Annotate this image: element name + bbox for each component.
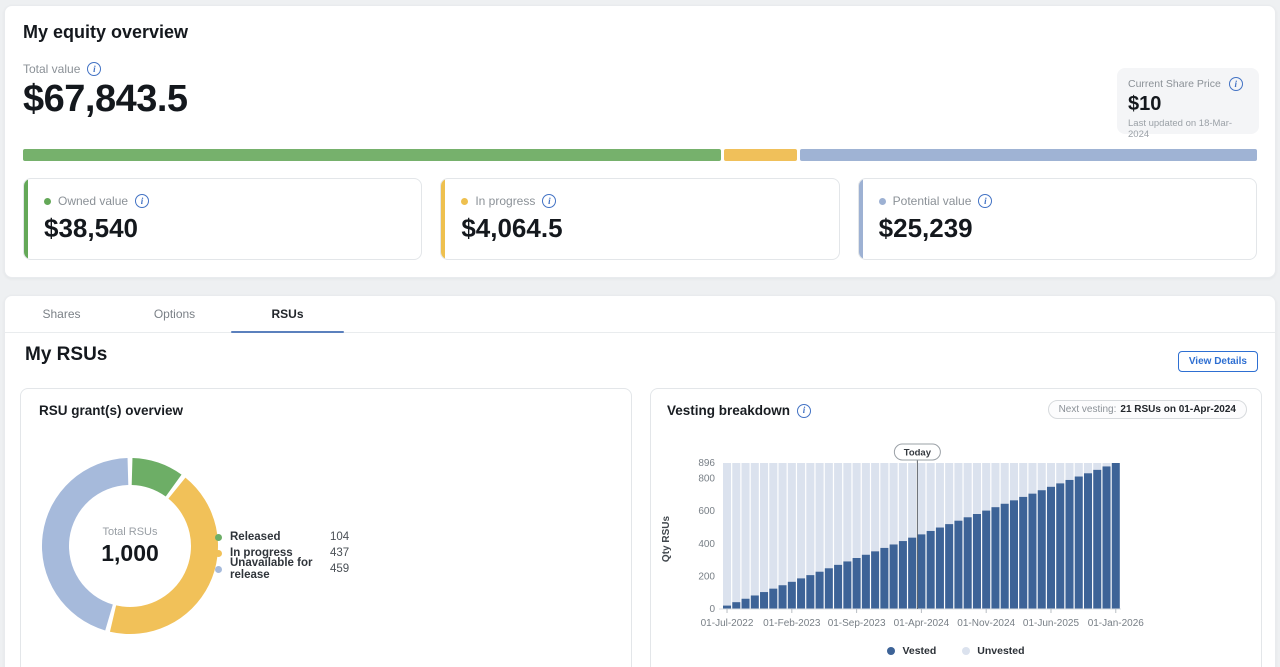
potential-value-label: Potential value bbox=[892, 194, 972, 208]
legend-label-unavailable: Unavailable for release bbox=[230, 557, 313, 581]
svg-text:01-Apr-2024: 01-Apr-2024 bbox=[894, 618, 950, 629]
equity-overview-title: My equity overview bbox=[23, 22, 189, 42]
svg-text:0: 0 bbox=[709, 604, 715, 615]
vesting-legend-dot bbox=[887, 647, 896, 655]
info-icon[interactable]: i bbox=[797, 403, 812, 418]
owned-value-dot bbox=[44, 197, 51, 205]
card-accent bbox=[858, 179, 863, 259]
vesting-breakdown-card: Vesting breakdown i Next vesting: 21 RSU… bbox=[650, 388, 1262, 667]
view-details-button[interactable]: View Details bbox=[1177, 351, 1258, 372]
equity-overview-panel: My equity overview Total value i $67,843… bbox=[4, 5, 1276, 278]
info-icon[interactable]: i bbox=[978, 194, 993, 208]
grant-legend-dot bbox=[215, 549, 222, 557]
svg-text:01-Jul-2022: 01-Jul-2022 bbox=[701, 618, 754, 629]
info-icon[interactable]: i bbox=[1228, 77, 1243, 91]
grant-legend-dot bbox=[215, 565, 222, 573]
grant-legend-dot bbox=[215, 533, 222, 541]
equity-card: Owned value i $38,540 bbox=[23, 178, 423, 260]
share-price-value: $10 bbox=[1128, 93, 1162, 115]
next-vesting-badge: Next vesting: 21 RSUs on 01-Apr-2024 bbox=[1047, 400, 1247, 419]
next-vesting-value: 21 RSUs on 01-Apr-2024 bbox=[1120, 404, 1236, 415]
in-progress-dot bbox=[461, 197, 469, 205]
vesting-bar-chart: 0 200 400 600 800 896 01-Jul-2022 01-Feb-2023 01… bbox=[661, 443, 1145, 629]
total-value-label: Total value bbox=[23, 62, 81, 76]
legend-label-vested: Vested bbox=[902, 645, 937, 657]
grant-legend: Released 104 In progress 437 Unavailable… bbox=[215, 529, 350, 581]
legend-value-released: 104 bbox=[330, 531, 350, 543]
tab-rsus[interactable]: RSUs bbox=[231, 296, 344, 333]
svg-text:Qty RSUs: Qty RSUs bbox=[661, 516, 672, 563]
tab-options[interactable]: Options bbox=[153, 307, 196, 321]
legend-label-unvested: Unvested bbox=[977, 645, 1025, 657]
legend-row: Released 104 bbox=[215, 529, 349, 545]
legend-item-vested: Vested bbox=[887, 645, 936, 657]
vesting-legend-dot bbox=[962, 647, 971, 655]
rsus-section-title: My RSUs bbox=[25, 344, 108, 365]
share-price-label-row: Current Share Price i bbox=[1128, 77, 1248, 91]
tab-shares[interactable]: Shares bbox=[42, 307, 81, 321]
owned-value-label: Owned value bbox=[58, 194, 129, 208]
svg-text:01-Nov-2024: 01-Nov-2024 bbox=[957, 618, 1015, 629]
equity-cards-row: Owned value i $38,540 In progress i $4,0… bbox=[23, 178, 1257, 260]
equity-card: Potential value i $25,239 bbox=[857, 178, 1257, 260]
svg-text:400: 400 bbox=[698, 539, 715, 550]
total-value: $67,843.5 bbox=[23, 78, 188, 120]
value-distribution-bar bbox=[23, 149, 1257, 161]
owned-value: $38,540 bbox=[44, 213, 138, 243]
svg-text:01-Jun-2025: 01-Jun-2025 bbox=[1023, 618, 1080, 629]
legend-label-released: Released bbox=[230, 531, 281, 543]
info-icon[interactable]: i bbox=[87, 62, 102, 76]
in-progress-label: In progress bbox=[475, 194, 536, 208]
svg-text:01-Sep-2023: 01-Sep-2023 bbox=[828, 618, 886, 629]
vesting-legend: Vested Unvested bbox=[651, 645, 1261, 657]
share-price-label: Current Share Price bbox=[1128, 78, 1221, 90]
legend-value-in-progress: 437 bbox=[330, 547, 350, 559]
distribution-segment bbox=[723, 149, 798, 161]
svg-text:01-Jan-2026: 01-Jan-2026 bbox=[1088, 618, 1145, 629]
svg-text:600: 600 bbox=[698, 506, 715, 517]
svg-text:800: 800 bbox=[698, 474, 715, 485]
grant-overview-title: RSU grant(s) overview bbox=[39, 403, 184, 418]
info-icon[interactable]: i bbox=[135, 194, 150, 208]
svg-text:01-Feb-2023: 01-Feb-2023 bbox=[763, 618, 821, 629]
legend-value-unavailable: 459 bbox=[330, 563, 350, 575]
rsu-donut-chart bbox=[41, 458, 219, 635]
distribution-segment bbox=[23, 149, 721, 161]
card-label-row: In progress i bbox=[461, 194, 838, 208]
legend-label-in-progress: In progress bbox=[230, 547, 293, 559]
next-vesting-label: Next vesting: bbox=[1058, 404, 1117, 415]
legend-row: In progress 437 bbox=[215, 545, 349, 561]
equity-tabs: Shares Options RSUs bbox=[5, 296, 1275, 333]
legend-row: Unavailable for release 459 bbox=[215, 557, 350, 581]
distribution-segment bbox=[800, 149, 1257, 161]
equity-card: In progress i $4,064.5 bbox=[440, 178, 840, 260]
share-price-updated: Last updated on 18-Mar-2024 bbox=[1128, 118, 1233, 140]
card-accent bbox=[24, 179, 28, 259]
in-progress-value: $4,064.5 bbox=[461, 213, 563, 243]
svg-text:200: 200 bbox=[698, 571, 715, 582]
vesting-breakdown-title: Vesting breakdown bbox=[667, 403, 791, 418]
potential-value: $25,239 bbox=[878, 213, 973, 243]
current-share-price-card: Current Share Price i $10 Last updated o… bbox=[1117, 68, 1259, 140]
legend-item-unvested: Unvested bbox=[962, 645, 1025, 657]
rsus-panel: Shares Options RSUs My RSUs View Details… bbox=[4, 295, 1276, 667]
svg-text:896: 896 bbox=[698, 458, 715, 469]
card-accent bbox=[441, 179, 446, 259]
info-icon[interactable]: i bbox=[542, 194, 557, 208]
card-label-row: Potential value i bbox=[878, 194, 1256, 208]
rsu-grant-overview-card: RSU grant(s) overview Total RSUs 1,000 R… bbox=[20, 388, 632, 667]
card-label-row: Owned value i bbox=[44, 194, 421, 208]
potential-value-dot bbox=[878, 197, 886, 205]
svg-text:Today: Today bbox=[904, 448, 932, 459]
total-value-label-row: Total value i bbox=[23, 62, 102, 76]
